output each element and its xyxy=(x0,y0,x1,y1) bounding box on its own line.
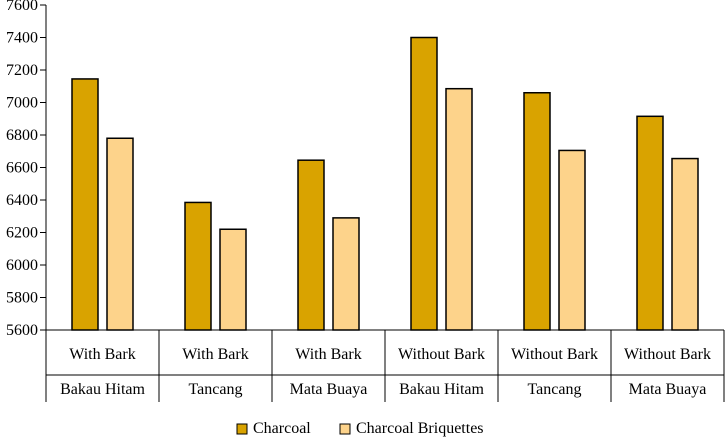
x-category-condition: With Bark xyxy=(295,346,361,363)
y-tick-label: 7000 xyxy=(6,95,38,112)
legend-swatch-charcoal xyxy=(236,423,248,435)
y-tick-label: 6800 xyxy=(6,127,38,144)
legend-swatch-charcoal-briquettes xyxy=(339,423,351,435)
x-category-species: Mata Buaya xyxy=(629,381,707,398)
bar-charcoal xyxy=(297,159,325,331)
bar-charcoal-briquettes xyxy=(106,137,134,331)
x-category-species: Bakau Hitam xyxy=(399,381,484,398)
bar-charcoal xyxy=(523,92,551,331)
bar-charcoal xyxy=(184,201,212,331)
y-tick-label: 5600 xyxy=(6,322,38,339)
y-tick-label: 7600 xyxy=(6,0,38,14)
bar-charcoal xyxy=(71,78,99,331)
y-axis: 5600 5800 6000 6200 6400 6600 6800 7000 7200 7400… xyxy=(6,0,47,339)
x-category-condition: Without Bark xyxy=(624,346,711,363)
bar-charcoal xyxy=(410,36,438,331)
legend: Charcoal Charcoal Briquettes xyxy=(236,420,484,437)
bar-charcoal-briquettes xyxy=(445,87,473,331)
y-tick-label: 7400 xyxy=(6,30,38,47)
x-category-condition: With Bark xyxy=(182,346,248,363)
x-category-species: Tancang xyxy=(189,381,243,398)
y-tick-label: 6000 xyxy=(6,257,38,274)
x-category-condition: With Bark xyxy=(69,346,135,363)
y-tick-label: 6600 xyxy=(6,160,38,177)
bar-charcoal xyxy=(636,115,664,331)
x-category-condition: Without Bark xyxy=(511,346,598,363)
y-tick-label: 7200 xyxy=(6,62,38,79)
x-category-species: Tancang xyxy=(528,381,582,398)
bars xyxy=(71,36,699,331)
y-tick-label: 5800 xyxy=(6,290,38,307)
legend-label-charcoal: Charcoal xyxy=(253,420,311,437)
bar-charcoal-briquettes xyxy=(558,149,586,331)
y-tick-label: 6200 xyxy=(6,225,38,242)
bar-charcoal-briquettes xyxy=(219,228,247,331)
x-axis: With Bark Bakau Hitam With Bark Tancang With… xyxy=(45,329,725,402)
bar-charcoal-briquettes xyxy=(332,217,360,331)
x-category-species: Mata Buaya xyxy=(290,381,368,398)
x-category-condition: Without Bark xyxy=(398,346,485,363)
x-category-species: Bakau Hitam xyxy=(60,381,145,398)
bar-charcoal-briquettes xyxy=(671,157,699,331)
legend-label-charcoal-briquettes: Charcoal Briquettes xyxy=(356,420,484,437)
y-tick-label: 6400 xyxy=(6,192,38,209)
